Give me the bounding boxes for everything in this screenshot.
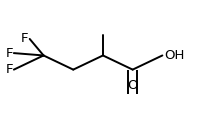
Text: F: F [5, 47, 13, 60]
Text: F: F [21, 32, 29, 45]
Text: F: F [5, 63, 13, 76]
Text: O: O [127, 79, 138, 92]
Text: OH: OH [164, 49, 185, 62]
